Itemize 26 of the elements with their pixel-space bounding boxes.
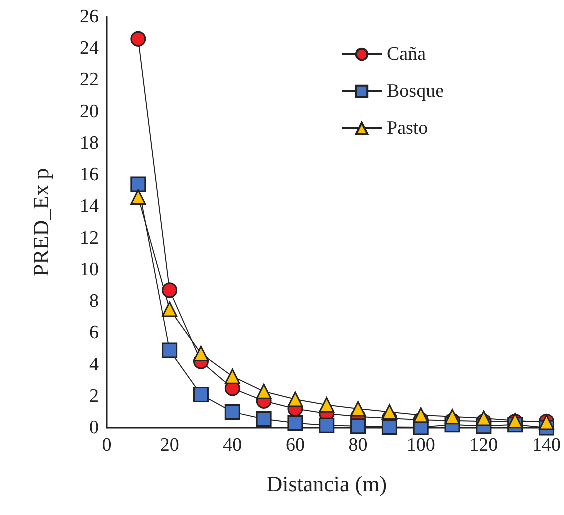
x-axis-title: Distancia (m) xyxy=(266,472,388,496)
y-tick-label: 20 xyxy=(80,101,99,122)
y-tick-label: 24 xyxy=(80,38,100,60)
y-tick-label: 14 xyxy=(80,196,100,218)
y-axis-title: PRED_Ex p xyxy=(28,168,54,277)
y-tick-label: 0 xyxy=(90,418,99,438)
y-tick-label: 10 xyxy=(80,259,99,280)
y-tick-label: 12 xyxy=(80,228,99,249)
x-tick-label: 140 xyxy=(532,435,561,456)
legend-label: Pasto xyxy=(387,118,428,139)
x-tick-label: 120 xyxy=(470,435,498,456)
y-tick-label: 4 xyxy=(90,354,100,376)
x-tick-label: 60 xyxy=(286,435,305,456)
y-tick-label: 16 xyxy=(80,164,99,186)
x-tick-label: 40 xyxy=(223,435,242,456)
x-tick-label: 20 xyxy=(160,435,180,456)
y-tick-label: 26 xyxy=(80,6,99,28)
x-tick-label: 80 xyxy=(348,435,368,456)
legend-label: Caña xyxy=(387,44,427,65)
y-tick-label: 6 xyxy=(90,322,99,344)
y-tick-label: 8 xyxy=(90,291,99,312)
x-tick-label: 100 xyxy=(406,435,436,456)
y-tick-label: 18 xyxy=(80,132,99,154)
y-tick-label: 22 xyxy=(80,70,99,91)
legend-label: Bosque xyxy=(387,81,444,102)
y-tick-label: 2 xyxy=(90,386,99,407)
